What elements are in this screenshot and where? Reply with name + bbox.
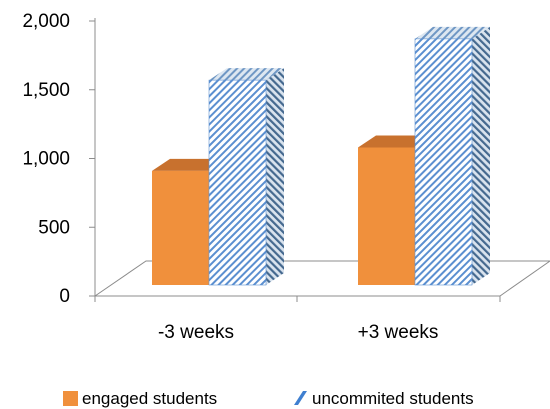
y-tick-label: 1,000: [22, 149, 70, 170]
bar-side: [266, 68, 284, 285]
legend-label: uncommited students: [312, 389, 474, 408]
legend-item-engaged: engaged students: [63, 389, 217, 408]
legend: engaged students uncommited students: [63, 389, 474, 408]
bar-front: [358, 147, 415, 285]
y-tick-label: 2,000: [22, 11, 70, 32]
x-category-label: -3 weeks: [158, 322, 234, 343]
legend-label: engaged students: [82, 389, 217, 408]
bar-top: [152, 158, 227, 171]
bar-top: [358, 135, 433, 148]
y-tick-label: 500: [38, 217, 70, 238]
y-axis: 0 500 1,000 1,500 2,000: [22, 11, 96, 307]
bar-front: [414, 38, 473, 286]
legend-item-uncommited: uncommited students: [294, 389, 474, 408]
bar-uncommited-students: [208, 68, 284, 286]
bar-side: [472, 26, 490, 285]
y-ticks: [89, 20, 95, 297]
y-tick-labels: 0 500 1,000 1,500 2,000: [22, 11, 70, 307]
bar-top: [209, 68, 284, 81]
bar-front: [152, 170, 209, 285]
legend-swatch-engaged: [63, 391, 78, 406]
bars: [152, 26, 490, 286]
y-tick-label: 0: [59, 286, 70, 307]
bar-top: [415, 26, 490, 39]
y-tick-label: 1,500: [22, 80, 70, 101]
x-axis: -3 weeks +3 weeks: [94, 295, 501, 343]
x-category-label: +3 weeks: [358, 322, 439, 343]
bar-front: [208, 79, 267, 286]
legend-swatch-uncommited: [294, 391, 307, 405]
bar-uncommited-students: [414, 26, 490, 286]
